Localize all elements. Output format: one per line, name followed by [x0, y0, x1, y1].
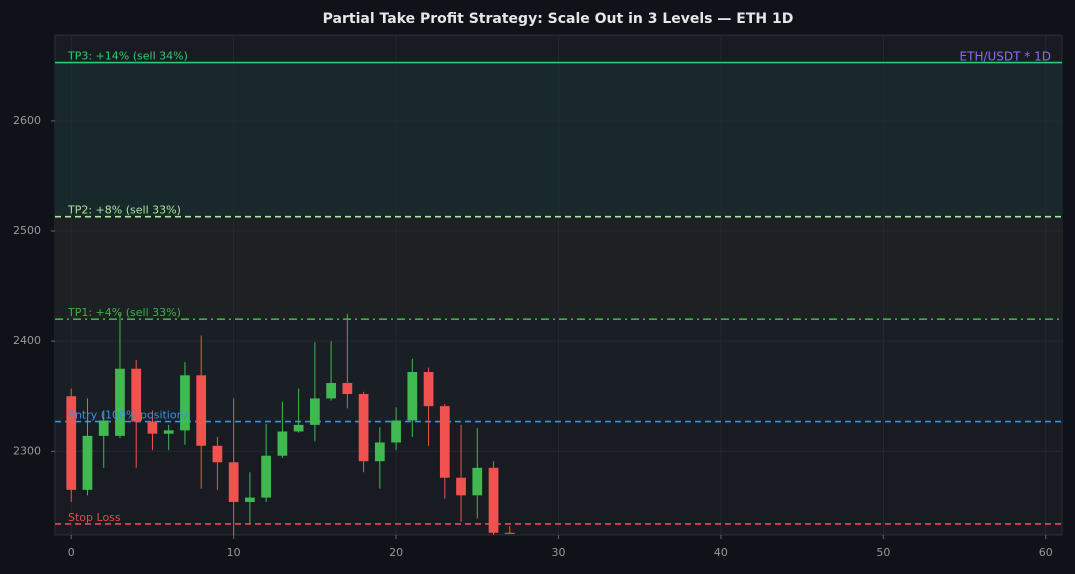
chart-title: Partial Take Profit Strategy: Scale Out …: [323, 11, 794, 27]
candle-body: [131, 368, 142, 422]
x-tick-label: 0: [68, 546, 75, 559]
candle-body: [196, 375, 207, 446]
level-label: Stop Loss: [68, 511, 121, 524]
x-tick-label: 50: [876, 546, 890, 559]
candle-body: [472, 467, 483, 496]
candle-body: [98, 420, 109, 436]
candle-body: [504, 532, 515, 534]
candle-body: [488, 467, 499, 533]
y-tick-label: 2400: [13, 334, 41, 347]
candle-body: [374, 442, 385, 462]
candle-body: [423, 372, 434, 407]
candle-body: [277, 431, 288, 456]
x-tick-label: 40: [714, 546, 728, 559]
candle-body: [180, 375, 190, 431]
candle-body: [326, 383, 336, 399]
candle-body: [245, 497, 255, 502]
candle-body: [293, 424, 304, 432]
candle-body: [228, 462, 239, 502]
candle-body: [115, 368, 125, 436]
level-label: Entry (100% position): [68, 409, 188, 422]
y-tick-label: 2300: [13, 444, 41, 457]
candle-body: [66, 396, 77, 490]
candle-body: [407, 372, 418, 421]
x-tick-label: 60: [1039, 546, 1053, 559]
y-tick-label: 2600: [13, 114, 41, 127]
candle-body: [261, 455, 272, 498]
x-tick-label: 20: [389, 546, 403, 559]
level-label: TP1: +4% (sell 33%): [67, 306, 181, 319]
annotation: ETH/USDT * 1D: [960, 50, 1051, 64]
y-tick-label: 2500: [13, 224, 41, 237]
candle-body: [212, 445, 223, 463]
candle-body: [439, 406, 450, 478]
candle-body: [358, 394, 369, 462]
x-tick-label: 30: [552, 546, 566, 559]
candle-body: [342, 383, 353, 395]
plot: [55, 35, 1062, 535]
candle-body: [456, 477, 466, 496]
candle-body: [82, 435, 93, 490]
candle-body: [391, 420, 401, 443]
level-label: TP2: +8% (sell 33%): [67, 204, 181, 217]
x-tick-label: 10: [227, 546, 241, 559]
candle-body: [309, 398, 320, 425]
candle-body: [163, 430, 174, 434]
candle-body: [147, 421, 158, 434]
level-label: TP3: +14% (sell 34%): [67, 50, 188, 63]
